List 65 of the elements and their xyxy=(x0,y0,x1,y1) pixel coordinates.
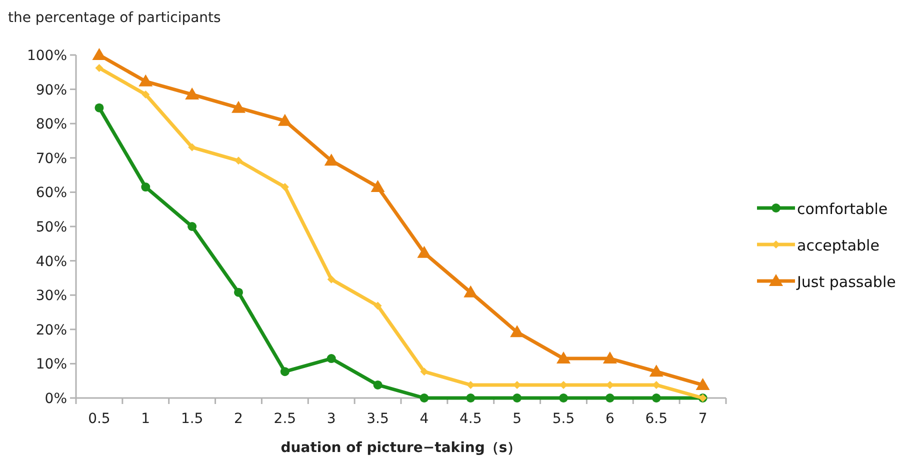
point xyxy=(649,364,664,377)
x-tick-label: 4 xyxy=(420,411,429,427)
point xyxy=(605,394,614,402)
point xyxy=(652,394,661,402)
point xyxy=(326,354,336,364)
point xyxy=(92,48,106,60)
point xyxy=(142,90,150,98)
point xyxy=(278,114,292,126)
y-tick-label: 80% xyxy=(36,116,67,133)
point xyxy=(94,103,104,112)
x-tick-label: 3 xyxy=(326,411,336,427)
x-tick-label: 2.5 xyxy=(274,411,296,427)
point xyxy=(559,394,568,402)
x-tick-label: 5 xyxy=(512,411,522,427)
point xyxy=(327,275,336,284)
point xyxy=(188,143,196,152)
y-tick-label: 60% xyxy=(36,185,67,202)
x-axis-title: duation of picture−taking（s） xyxy=(280,440,522,456)
point xyxy=(512,394,522,402)
x-tick-label: 7 xyxy=(698,411,708,427)
legend-label: Just passable xyxy=(796,273,896,291)
y-tick-label: 100% xyxy=(26,48,67,64)
x-tick-label: 0.5 xyxy=(88,411,110,427)
point xyxy=(232,100,246,113)
x-tick-label: 3.5 xyxy=(366,411,389,427)
point xyxy=(556,352,570,364)
point xyxy=(464,285,478,298)
point xyxy=(510,325,524,338)
point xyxy=(602,352,617,364)
point xyxy=(185,87,200,100)
point xyxy=(420,368,428,376)
y-tick-label: 50% xyxy=(36,220,67,236)
point xyxy=(370,180,385,192)
point xyxy=(466,394,476,402)
point xyxy=(138,74,153,86)
point xyxy=(95,64,104,72)
y-tick-label: 0% xyxy=(44,391,67,407)
point xyxy=(417,246,432,258)
point xyxy=(188,222,197,231)
x-tick-label: 6 xyxy=(605,411,614,427)
point xyxy=(696,378,710,390)
x-tick-label: 6.5 xyxy=(645,411,668,427)
legend-label: comfortable xyxy=(797,200,888,218)
point xyxy=(324,154,338,166)
x-tick-label: 2 xyxy=(234,411,243,427)
point xyxy=(141,182,150,192)
point xyxy=(420,394,429,402)
y-tick-label: 90% xyxy=(36,82,67,98)
point xyxy=(373,380,382,390)
point xyxy=(280,183,289,192)
y-axis-title: the percentage of participants xyxy=(8,10,221,26)
y-tick-label: 10% xyxy=(36,356,67,373)
x-tick-label: 1.5 xyxy=(180,411,204,427)
y-tick-label: 20% xyxy=(36,322,67,338)
point xyxy=(234,288,243,297)
point xyxy=(374,302,382,310)
x-tick-label: 5.5 xyxy=(552,411,575,427)
y-tick-label: 30% xyxy=(36,288,67,304)
x-tick-label: 1 xyxy=(141,411,150,427)
legend-label: acceptable xyxy=(797,236,880,254)
point xyxy=(280,367,290,376)
y-tick-label: 70% xyxy=(36,150,67,167)
y-tick-label: 40% xyxy=(36,254,67,270)
point xyxy=(234,156,242,165)
x-tick-label: 4.5 xyxy=(460,411,482,427)
